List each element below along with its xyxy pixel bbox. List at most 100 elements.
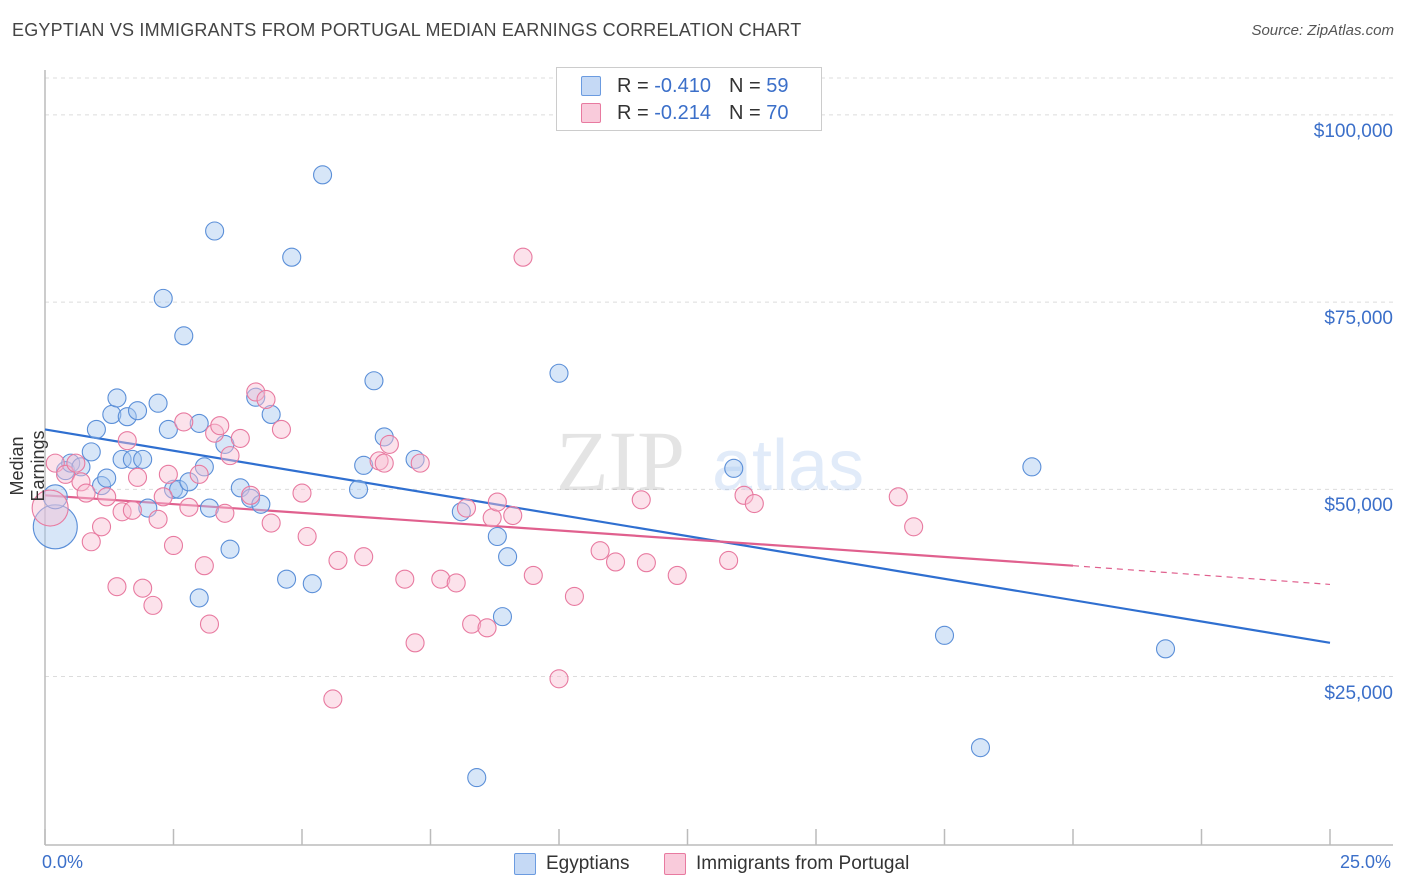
data-point bbox=[71, 472, 91, 492]
watermark-atlas: atlas bbox=[712, 426, 864, 506]
grid-lines bbox=[45, 77, 1393, 678]
data-point bbox=[122, 449, 142, 469]
data-point bbox=[133, 578, 153, 598]
data-point bbox=[277, 569, 297, 589]
trend-line-1 bbox=[44, 494, 1074, 567]
data-point bbox=[117, 407, 137, 427]
y-tick-label: $100,000 bbox=[1313, 120, 1393, 142]
data-point bbox=[405, 633, 425, 653]
series-egyptians bbox=[32, 165, 1176, 788]
data-point bbox=[261, 513, 281, 533]
data-point bbox=[148, 393, 168, 413]
data-point bbox=[1022, 457, 1042, 477]
data-point bbox=[179, 497, 199, 517]
data-point bbox=[153, 288, 173, 308]
data-point bbox=[282, 247, 302, 267]
legend-r-value: -0.214 bbox=[654, 101, 711, 124]
data-point bbox=[564, 586, 584, 606]
data-point bbox=[210, 416, 230, 436]
y-tick-label: $50,000 bbox=[1324, 495, 1393, 517]
legend-row-portugal: R = -0.214 N = 70 bbox=[581, 100, 788, 126]
data-point bbox=[451, 502, 471, 522]
data-point bbox=[205, 221, 225, 241]
data-point bbox=[107, 577, 127, 597]
data-point bbox=[194, 556, 214, 576]
axes bbox=[44, 70, 1393, 846]
data-point bbox=[189, 464, 209, 484]
watermark: ZIP atlas bbox=[556, 413, 864, 509]
data-point bbox=[354, 547, 374, 567]
data-point bbox=[405, 449, 425, 469]
data-point bbox=[230, 478, 250, 498]
data-point bbox=[477, 618, 497, 638]
watermark-zip: ZIP bbox=[556, 413, 685, 509]
legend-r-label: R = bbox=[617, 101, 649, 124]
data-points bbox=[31, 165, 1176, 788]
data-point bbox=[744, 494, 764, 514]
correlation-legend: R = -0.410 N = 59 R = -0.214 N = 70 bbox=[556, 67, 822, 131]
data-point bbox=[467, 768, 487, 788]
data-point bbox=[724, 458, 744, 478]
legend-row-egyptians: R = -0.410 N = 59 bbox=[581, 73, 788, 99]
data-point bbox=[256, 389, 276, 410]
data-point bbox=[379, 434, 399, 454]
data-point bbox=[97, 468, 117, 488]
data-point bbox=[328, 550, 348, 571]
data-point bbox=[354, 455, 374, 475]
data-point bbox=[313, 165, 333, 185]
data-point bbox=[297, 526, 317, 547]
data-point bbox=[456, 498, 477, 518]
data-point bbox=[86, 419, 106, 439]
data-point bbox=[220, 446, 240, 466]
data-point bbox=[492, 607, 513, 627]
data-point bbox=[189, 588, 209, 608]
data-point bbox=[112, 449, 132, 469]
x-tick-label-max: 25.0% bbox=[1340, 852, 1392, 872]
y-tick-label: $75,000 bbox=[1324, 308, 1393, 330]
data-point bbox=[97, 487, 117, 507]
data-point bbox=[487, 526, 507, 547]
data-point bbox=[523, 565, 543, 585]
data-point bbox=[462, 614, 482, 634]
data-point bbox=[127, 401, 148, 421]
legend-r-label: R = bbox=[617, 74, 649, 97]
data-point bbox=[71, 457, 91, 477]
data-point bbox=[513, 247, 533, 267]
data-point bbox=[158, 419, 178, 439]
legend-swatch-portugal bbox=[581, 103, 601, 123]
data-point bbox=[220, 539, 240, 559]
data-point bbox=[904, 517, 924, 537]
legend-n-value: 59 bbox=[766, 74, 789, 97]
data-point bbox=[107, 388, 127, 408]
bottom-legend-label-portugal: Immigrants from Portugal bbox=[696, 853, 910, 874]
data-point bbox=[61, 453, 81, 473]
data-point bbox=[549, 363, 569, 383]
data-point bbox=[122, 500, 142, 520]
data-point bbox=[117, 431, 137, 451]
data-point bbox=[174, 326, 194, 346]
data-point bbox=[215, 503, 235, 523]
data-point bbox=[169, 479, 189, 499]
data-point bbox=[143, 595, 163, 615]
data-point bbox=[271, 419, 291, 439]
data-point bbox=[667, 565, 687, 585]
chart-source: Source: ZipAtlas.com bbox=[1251, 22, 1394, 39]
y-axis-title: Median Earnings bbox=[7, 430, 48, 502]
data-point bbox=[148, 509, 168, 529]
chart-title: EGYPTIAN VS IMMIGRANTS FROM PORTUGAL MED… bbox=[12, 20, 802, 40]
data-point bbox=[81, 532, 101, 552]
data-point bbox=[395, 569, 415, 589]
data-point bbox=[31, 489, 69, 527]
data-point bbox=[199, 498, 220, 518]
trend-line-0 bbox=[44, 428, 1331, 644]
data-point bbox=[158, 464, 178, 484]
data-point bbox=[261, 404, 281, 424]
legend-n-label: N = bbox=[728, 101, 761, 124]
trend-line-extension-1 bbox=[1072, 565, 1331, 586]
data-point bbox=[246, 382, 266, 402]
data-point bbox=[590, 541, 610, 561]
data-point bbox=[323, 689, 343, 709]
data-point bbox=[241, 485, 261, 505]
y-tick-label: $25,000 bbox=[1324, 682, 1393, 704]
